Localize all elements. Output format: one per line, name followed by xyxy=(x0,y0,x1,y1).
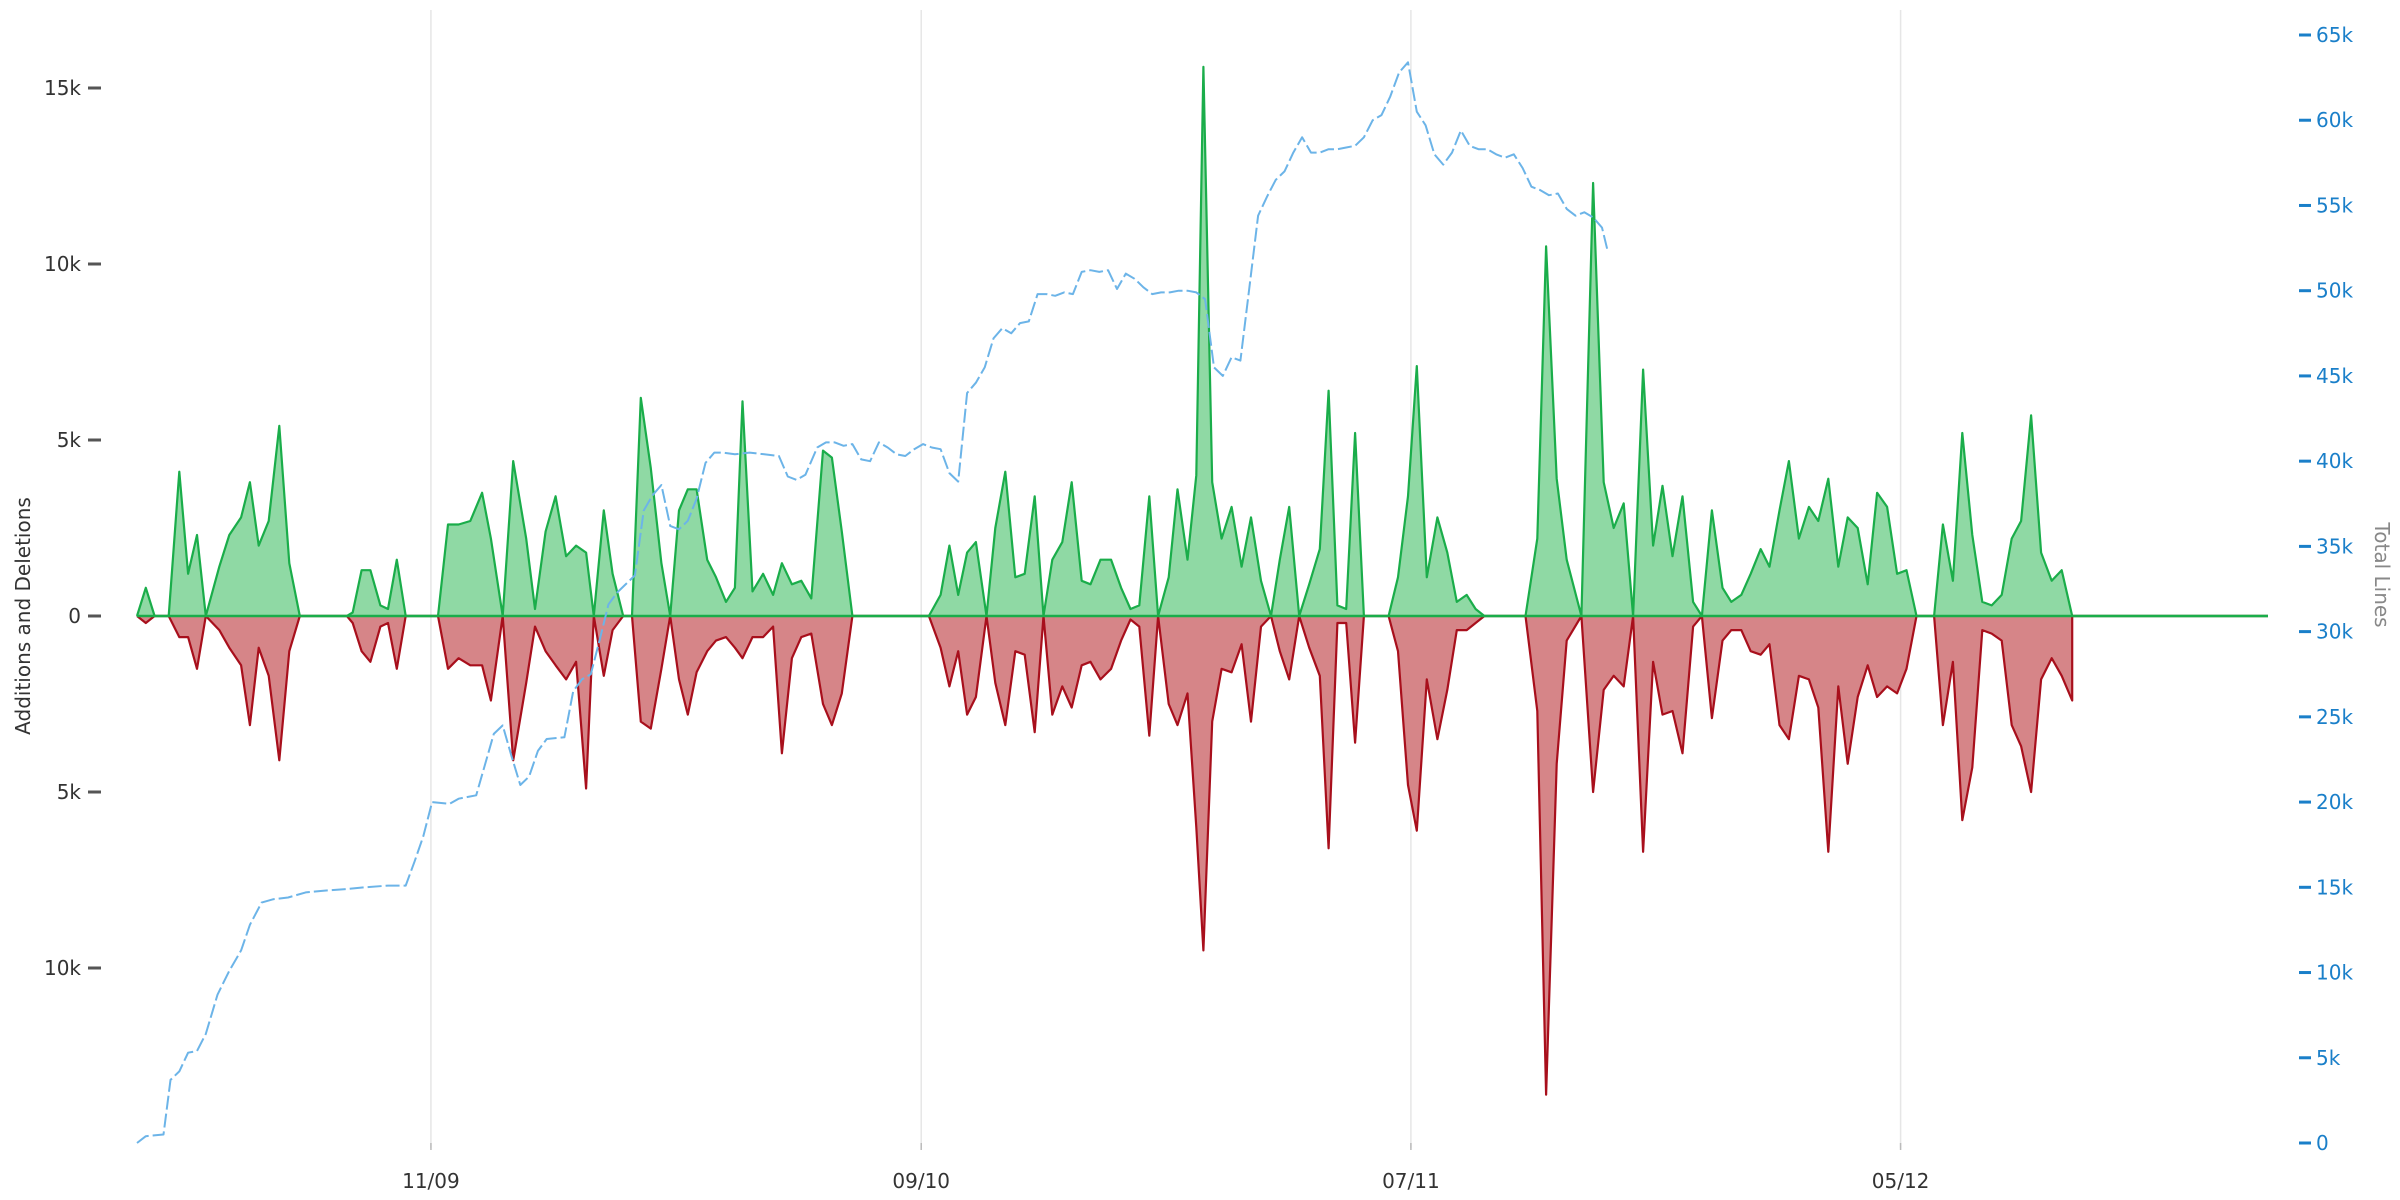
left-axis: 15k 10k 5k 0 5k 10k xyxy=(44,76,101,980)
right-tick-label-6: 35k xyxy=(2316,534,2353,558)
right-tick-label-4: 45k xyxy=(2316,364,2353,388)
total-lines-line xyxy=(136,61,1609,1144)
right-tick-label-11: 10k xyxy=(2316,961,2353,985)
left-tick-label-2: 5k xyxy=(57,428,82,452)
x-tick-label-3: 05/12 xyxy=(1872,1169,1930,1193)
right-tick-label-2: 55k xyxy=(2316,193,2353,217)
right-tick-label-7: 30k xyxy=(2316,620,2353,644)
additions-area xyxy=(137,66,2268,616)
right-tick-label-0: 65k xyxy=(2316,23,2353,47)
right-tick-label-10: 15k xyxy=(2316,875,2353,899)
left-axis-title: Additions and Deletions xyxy=(11,497,35,735)
additions-line xyxy=(135,65,2268,618)
left-tick-label-4: 5k xyxy=(57,780,82,804)
right-tick-label-1: 60k xyxy=(2316,108,2353,132)
right-tick-label-13: 0 xyxy=(2316,1131,2329,1155)
right-tick-label-5: 40k xyxy=(2316,449,2353,473)
x-tick-label-1: 09/10 xyxy=(892,1169,950,1193)
deletions-line xyxy=(136,614,2268,1096)
x-tick-label-2: 07/11 xyxy=(1382,1169,1440,1193)
right-tick-label-12: 5k xyxy=(2316,1046,2341,1070)
left-tick-label-0: 15k xyxy=(44,76,81,100)
left-tick-label-5: 10k xyxy=(44,956,81,980)
right-tick-label-8: 25k xyxy=(2316,705,2353,729)
x-axis: 11/09 09/10 07/11 05/12 xyxy=(402,1143,1929,1193)
right-tick-label-3: 50k xyxy=(2316,279,2353,303)
deletions-area xyxy=(137,616,2268,1095)
right-axis: 65k 60k 55k 50k 45k 40k 35k 30k 25k 20k 15k 10k 5k 0 xyxy=(2299,23,2353,1155)
left-tick-label-1: 10k xyxy=(44,252,81,276)
right-tick-label-9: 20k xyxy=(2316,790,2353,814)
right-axis-title: Total Lines xyxy=(2370,521,2394,627)
left-tick-label-3: 0 xyxy=(68,604,81,628)
x-tick-label-0: 11/09 xyxy=(402,1169,460,1193)
